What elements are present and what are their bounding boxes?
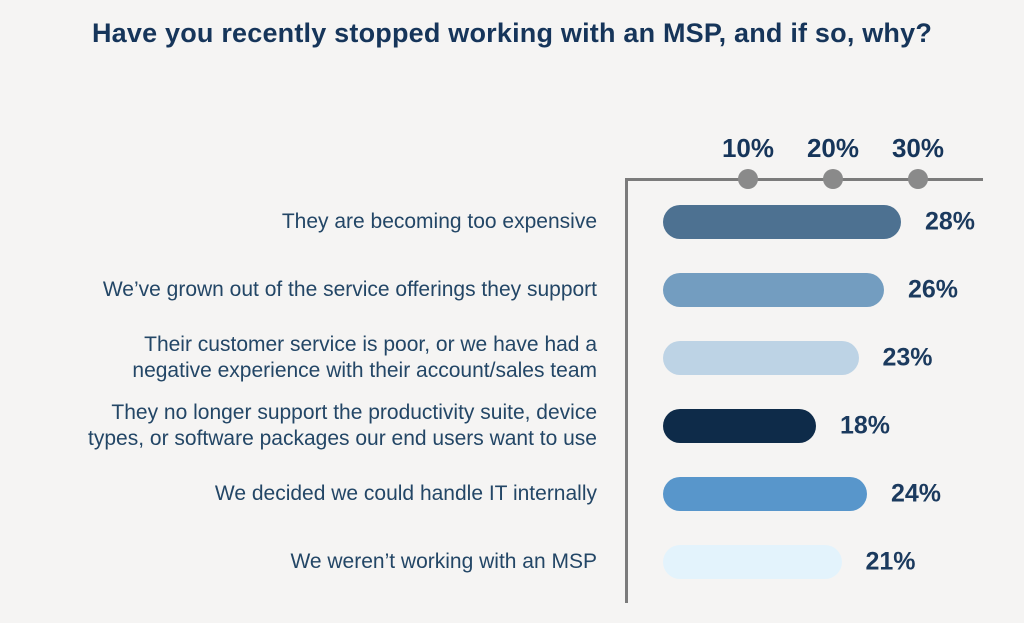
bar-row: We’ve grown out of the service offerings… (0, 256, 1024, 324)
x-axis-line (626, 178, 983, 181)
x-tick-dot (908, 169, 928, 189)
category-label-line: We weren’t working with an MSP (290, 550, 597, 573)
category-label-line: We’ve grown out of the service offerings… (102, 278, 597, 301)
bar-row: We decided we could handle IT internally… (0, 460, 1024, 528)
value-label: 21% (865, 547, 916, 576)
category-label-line: We decided we could handle IT internally (214, 482, 597, 505)
x-tick-label: 10% (721, 133, 775, 163)
bar (663, 545, 842, 579)
bar-row: Their customer service is poor, or we ha… (0, 324, 1024, 392)
bar (663, 341, 859, 375)
bar-row: They are becoming too expensive 28% (0, 188, 1024, 256)
category-label-line: negative experience with their account/s… (132, 359, 597, 382)
bar (663, 409, 816, 443)
value-label: 23% (882, 343, 933, 372)
category-label: We’ve grown out of the service offerings… (0, 277, 597, 303)
category-label: We decided we could handle IT internally (0, 481, 597, 507)
x-tick-label: 30% (891, 133, 945, 163)
bar (663, 273, 884, 307)
y-axis-line (625, 178, 628, 603)
bar-row: They no longer support the productivity … (0, 392, 1024, 460)
x-tick-dot (823, 169, 843, 189)
chart-title: Have you recently stopped working with a… (91, 18, 933, 48)
category-label: They are becoming too expensive (0, 209, 597, 235)
x-tick-dot (738, 169, 758, 189)
x-tick-label: 20% (806, 133, 860, 163)
category-label-line: They are becoming too expensive (281, 210, 597, 233)
category-label: They no longer support the productivity … (0, 400, 597, 452)
bar-row: We weren’t working with an MSP 21% (0, 528, 1024, 596)
category-label: We weren’t working with an MSP (0, 549, 597, 575)
category-label-line: types, or software packages our end user… (88, 427, 597, 450)
value-label: 26% (908, 275, 959, 304)
category-label-line: Their customer service is poor, or we ha… (144, 333, 597, 356)
category-label: Their customer service is poor, or we ha… (0, 332, 597, 384)
value-label: 24% (891, 479, 942, 508)
category-label-line: They no longer support the productivity … (111, 401, 597, 424)
bar (663, 477, 867, 511)
bar-rows: They are becoming too expensive 28% We’ve … (0, 188, 1024, 596)
value-label: 18% (840, 411, 891, 440)
value-label: 28% (925, 207, 976, 236)
bar (663, 205, 901, 239)
